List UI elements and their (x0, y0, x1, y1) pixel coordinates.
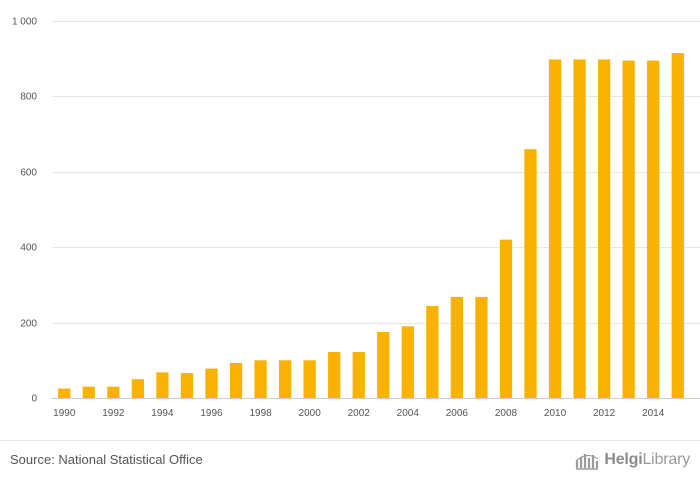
bar-2000[interactable] (303, 360, 316, 398)
x-tick-label: 2012 (593, 408, 616, 419)
x-tick-label: 1994 (151, 408, 174, 419)
bar-2001[interactable] (328, 352, 341, 398)
bar-chart: 0 200 400 600 800 1 000 1990 1992 1994 1996 1998 2… (12, 17, 700, 419)
chart-footer: Source: National Statistical Office Helg… (0, 440, 700, 484)
bar-2015[interactable] (671, 53, 684, 398)
y-axis-ticks: 0 200 400 600 800 1 000 (12, 17, 37, 405)
x-tick-label: 2014 (642, 408, 665, 419)
bar-1997[interactable] (229, 362, 243, 398)
grid-layer (52, 21, 700, 399)
x-tick-label: 2002 (348, 408, 371, 419)
bar-1994[interactable] (156, 372, 169, 398)
bar-1993[interactable] (131, 379, 145, 398)
bar-2008[interactable] (499, 239, 513, 398)
bar-2012[interactable] (597, 59, 611, 398)
y-tick-label: 200 (20, 319, 37, 330)
bar-2014[interactable] (647, 60, 660, 398)
bar-1992[interactable] (107, 386, 120, 398)
y-tick-label: 0 (31, 394, 37, 405)
source-note: Source: National Statistical Office (10, 452, 203, 467)
chart-area: 0 200 400 600 800 1 000 1990 1992 1994 1996 1998 2… (12, 17, 700, 419)
bar-1990[interactable] (58, 388, 71, 398)
x-tick-label: 1990 (53, 408, 76, 419)
x-tick-label: 2000 (299, 408, 322, 419)
bar-layer (58, 53, 684, 398)
bar-1996[interactable] (205, 368, 218, 398)
helgi-library-logo-icon (576, 454, 599, 470)
y-tick-label: 400 (20, 243, 37, 254)
x-tick-label: 2008 (495, 408, 518, 419)
y-tick-label: 600 (20, 168, 37, 179)
x-tick-label: 1998 (249, 408, 272, 419)
y-tick-label: 800 (20, 92, 37, 103)
x-tick-label: 2010 (544, 408, 567, 419)
x-axis-ticks: 1990 1992 1994 1996 1998 2000 2002 2004 2006 2008… (53, 408, 665, 419)
bar-2006[interactable] (450, 296, 464, 398)
helgi-library-wordmark: HelgiLibrary (604, 451, 690, 468)
bar-2004[interactable] (401, 326, 414, 398)
x-tick-label: 1992 (102, 408, 125, 419)
bar-2002[interactable] (352, 352, 365, 398)
bar-2007[interactable] (475, 296, 488, 398)
bar-2003[interactable] (377, 332, 390, 398)
bar-1999[interactable] (278, 360, 292, 398)
bar-2009[interactable] (524, 149, 537, 398)
y-tick-label: 1 000 (12, 17, 37, 28)
bar-1991[interactable] (82, 386, 95, 398)
bar-2011[interactable] (573, 59, 586, 398)
bar-2013[interactable] (622, 60, 635, 398)
bar-2005[interactable] (426, 306, 439, 398)
x-tick-label: 2006 (446, 408, 469, 419)
bar-1998[interactable] (254, 360, 267, 398)
bar-1995[interactable] (180, 373, 194, 398)
x-tick-label: 2004 (397, 408, 420, 419)
x-tick-label: 1996 (200, 408, 223, 419)
helgi-library-logo-link[interactable]: HelgiLibrary (574, 449, 690, 471)
bar-2010[interactable] (548, 59, 562, 398)
